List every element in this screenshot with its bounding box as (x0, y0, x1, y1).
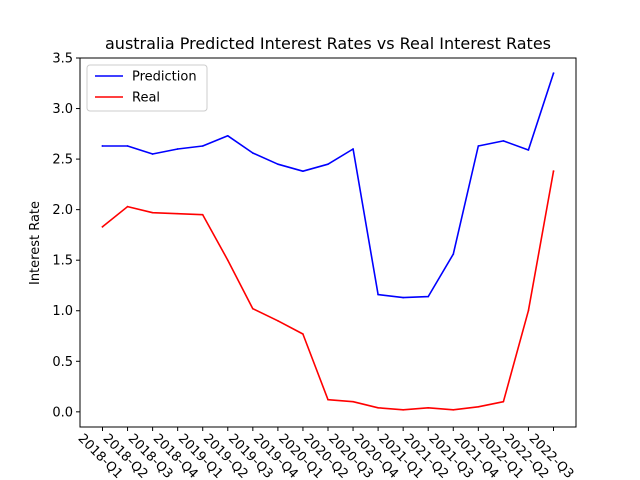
data-point-real (477, 405, 480, 408)
data-point-prediction (327, 163, 329, 165)
data-point-real (552, 170, 555, 173)
y-tick-label: 2.5 (52, 153, 73, 168)
data-point-real (176, 212, 179, 215)
y-tick-label: 0.5 (52, 355, 73, 370)
data-point-real (226, 259, 229, 261)
data-point-real (252, 307, 254, 310)
data-point-real (327, 398, 329, 401)
data-point-real (427, 406, 430, 409)
axes-frame (79, 57, 577, 428)
plot-area (101, 72, 555, 411)
data-point-prediction (377, 293, 379, 296)
data-point-prediction (502, 140, 505, 142)
data-point-real (377, 406, 379, 409)
data-point-real (201, 213, 204, 216)
data-point-prediction (552, 72, 555, 74)
data-point-prediction (151, 153, 154, 155)
data-point-prediction (402, 296, 404, 299)
data-point-prediction (302, 170, 304, 173)
data-point-real (126, 205, 129, 208)
data-point-prediction (277, 163, 279, 165)
data-point-real (502, 400, 505, 403)
data-point-prediction (226, 135, 229, 137)
data-point-real (302, 333, 304, 335)
data-point-prediction (252, 152, 254, 154)
y-tick-label: 0.0 (52, 405, 73, 420)
data-point-prediction (101, 145, 104, 147)
y-axis: 0.0 0.5 1.0 1.5 2.0 2.5 3.0 3.5 (52, 52, 80, 420)
y-tick-label: 1.5 (52, 254, 73, 269)
data-point-real (452, 409, 455, 411)
data-point-prediction (126, 145, 129, 147)
data-point-prediction (452, 253, 455, 255)
y-tick-label: 1.0 (52, 304, 73, 319)
data-point-real (352, 400, 354, 403)
data-point-real (402, 409, 404, 411)
data-point-real (151, 211, 154, 214)
legend-label-prediction: Prediction (132, 70, 197, 85)
y-tick-label: 2.0 (52, 203, 73, 218)
data-point-real (101, 226, 104, 228)
y-tick-label: 3.5 (52, 52, 73, 67)
y-axis-label: Interest Rate (28, 201, 43, 285)
data-point-real (527, 309, 530, 312)
data-point-prediction (527, 149, 530, 151)
legend: Prediction Real (86, 64, 208, 112)
data-point-prediction (352, 148, 354, 150)
data-point-prediction (427, 295, 430, 298)
data-point-real (277, 320, 279, 322)
chart-title: australia Predicted Interest Rates vs Re… (105, 34, 551, 53)
legend-label-real: Real (132, 91, 160, 106)
y-tick-label: 3.0 (52, 102, 73, 117)
data-point-prediction (176, 148, 179, 150)
data-point-prediction (477, 145, 480, 147)
data-point-prediction (201, 145, 204, 147)
